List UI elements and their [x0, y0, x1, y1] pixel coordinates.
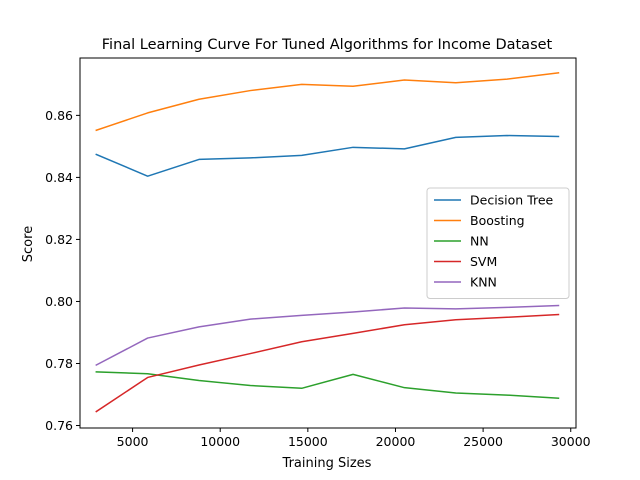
series-line-nn [95, 371, 560, 400]
y-tick-label: 0.84 [45, 170, 73, 185]
series-line-decision-tree [95, 134, 560, 177]
x-tick-label: 10000 [200, 434, 240, 449]
series-line-svm [95, 313, 560, 413]
y-axis-label: Score [21, 226, 36, 262]
series-line-boosting [95, 72, 560, 132]
x-tick-label: 15000 [288, 434, 328, 449]
legend: Decision Tree Boosting NN SVM KNN [426, 187, 570, 299]
series-layer [95, 72, 560, 413]
legend-label: SVM [470, 254, 497, 269]
x-tick-label: 25000 [463, 434, 503, 449]
legend-label: NN [470, 234, 489, 249]
legend-label: Boosting [470, 213, 525, 228]
legend-label: Decision Tree [470, 193, 554, 208]
y-tick-label: 0.78 [45, 356, 73, 371]
y-tick-label: 0.76 [45, 418, 73, 433]
x-tick-label: 30000 [551, 434, 591, 449]
plot-frame [79, 57, 577, 429]
y-tick-label: 0.82 [45, 232, 73, 247]
legend-label: KNN [470, 275, 497, 290]
series-line-knn [95, 304, 560, 367]
legend-box [426, 187, 570, 299]
x-axis-label: Training Sizes [282, 456, 372, 471]
y-tick-label: 0.86 [45, 108, 73, 123]
x-tick-label: 20000 [376, 434, 416, 449]
y-tick-label: 0.80 [45, 294, 73, 309]
chart-title: Final Learning Curve For Tuned Algorithm… [102, 37, 553, 53]
axes-layer: 5000 10000 15000 20000 25000 30000 0.76 0.78 0.8… [45, 57, 591, 449]
x-tick-label: 5000 [117, 434, 149, 449]
